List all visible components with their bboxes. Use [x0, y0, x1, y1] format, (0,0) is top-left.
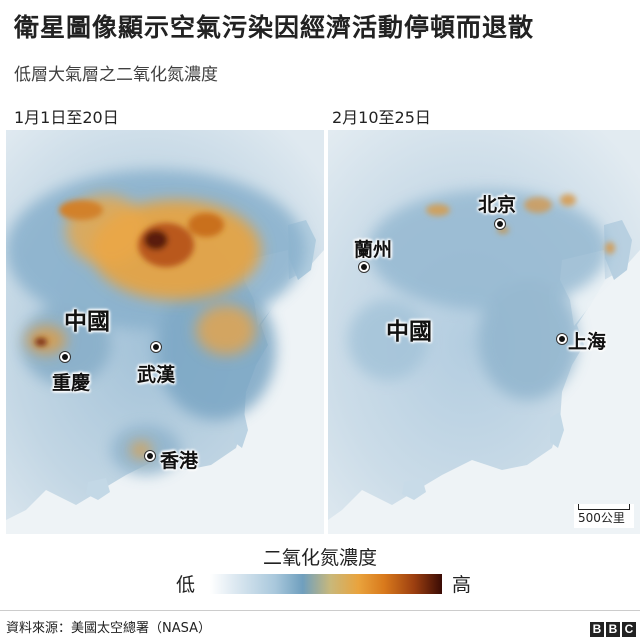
city-marker-beijing — [494, 218, 506, 230]
legend-low-label: 低 — [176, 574, 196, 596]
map-panel-right — [328, 130, 640, 534]
map-panel-left — [6, 130, 324, 534]
city-marker-shanghai — [556, 333, 568, 345]
legend-color-bar — [210, 574, 442, 594]
bbc-logo-letter-3: C — [622, 622, 636, 637]
page-title: 衛星圖像顯示空氣污染因經濟活動停頓而退散 — [14, 13, 535, 42]
city-marker-chongqing — [59, 351, 71, 363]
country-label-right: 中國 — [386, 319, 432, 345]
bbc-logo-letter-1: B — [590, 622, 604, 637]
bbc-logo-letter-2: B — [606, 622, 620, 637]
period-label-left: 1月1日至20日 — [14, 108, 119, 127]
city-label-wuhan: 武漢 — [137, 364, 176, 386]
city-label-lanzhou: 蘭州 — [354, 239, 393, 261]
scale-indicator: 500公里 — [574, 504, 634, 528]
city-marker-wuhan — [150, 341, 162, 353]
city-label-beijing: 北京 — [478, 194, 517, 216]
legend-title: 二氧化氮濃度 — [262, 547, 377, 569]
legend-high-label: 高 — [452, 574, 472, 596]
map-left-image — [6, 130, 324, 534]
country-label-left: 中國 — [64, 309, 110, 335]
city-marker-lanzhou — [358, 261, 370, 273]
city-label-chongqing: 重慶 — [52, 372, 91, 394]
city-label-shanghai: 上海 — [568, 331, 607, 353]
footer-divider — [0, 610, 640, 611]
page-subtitle: 低層大氣層之二氧化氮濃度 — [14, 65, 218, 85]
scale-label: 500公里 — [578, 511, 625, 525]
source-credit: 資料來源：美國太空總署（NASA） — [6, 621, 212, 636]
scale-bar — [578, 504, 630, 510]
city-label-hong-kong: 香港 — [160, 450, 199, 472]
city-marker-hong-kong — [144, 450, 156, 462]
period-label-right: 2月10至25日 — [332, 108, 431, 127]
map-right-image — [328, 130, 640, 534]
